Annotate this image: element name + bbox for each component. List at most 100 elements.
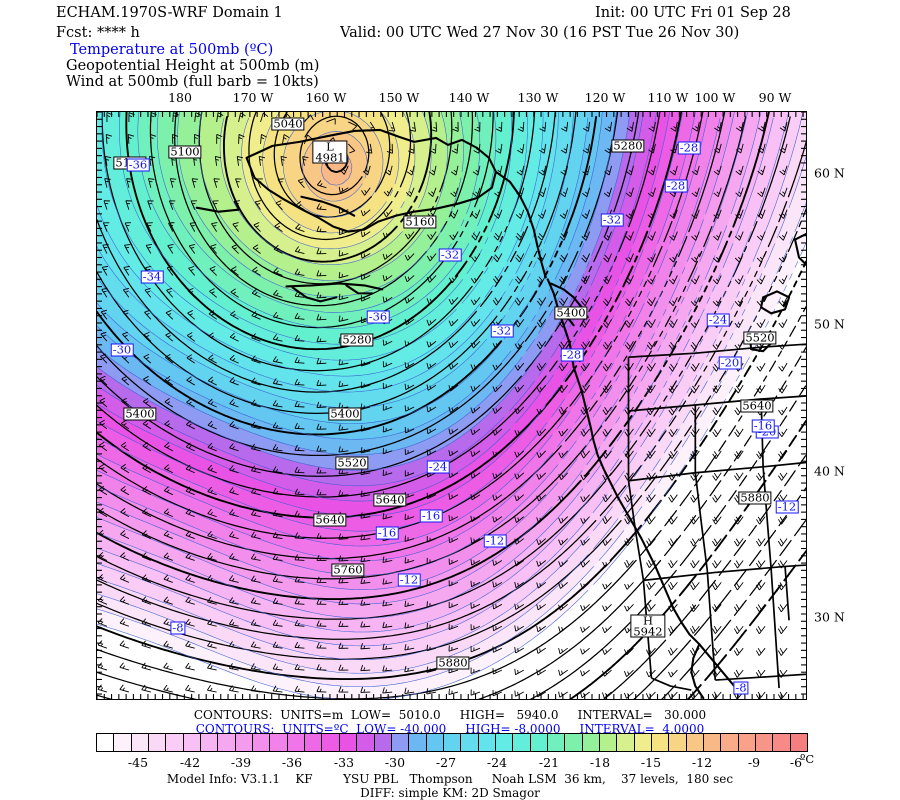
wind-barb (124, 244, 131, 254)
height-contour (673, 445, 679, 452)
temperature-contour (736, 291, 740, 298)
temperature-contour (664, 446, 669, 454)
wind-barb (382, 382, 393, 390)
height-contour (464, 221, 469, 228)
wind-barb (100, 331, 108, 342)
height-contour (781, 449, 788, 457)
temperature-contour (577, 542, 584, 549)
temperature-contour (653, 207, 659, 220)
height-contour (624, 171, 627, 178)
height-contour (517, 240, 522, 248)
height-contour (798, 161, 801, 168)
height-contour (737, 380, 743, 388)
height-contour (623, 355, 628, 362)
wind-barb (431, 121, 438, 132)
temperature-contour (639, 398, 645, 406)
height-contour (704, 325, 709, 332)
wind-barb (448, 318, 459, 327)
height-contour (713, 151, 716, 158)
high-center-label: H 5942 (630, 614, 666, 638)
temperature-contour (693, 398, 698, 406)
height-contour (643, 425, 648, 432)
wind-barb (404, 297, 415, 304)
height-contour (550, 504, 558, 512)
temperature-contour (622, 362, 627, 370)
height-contour (532, 325, 537, 332)
height-contour (504, 145, 512, 173)
temperature-contour (616, 494, 622, 501)
height-contour (565, 489, 573, 497)
height-contour (627, 534, 634, 542)
wind-barb (404, 362, 415, 369)
temperature-contour (577, 470, 583, 478)
height-contour (548, 634, 557, 641)
temperature-contour (735, 195, 738, 202)
temperature-contour (466, 207, 470, 214)
temperature-contour (514, 201, 517, 208)
height-contour (649, 310, 653, 317)
height-contour (525, 475, 533, 482)
map-plot[interactable]: 5040510051605160528052805400540054005520… (96, 111, 807, 700)
height-contour (743, 116, 747, 123)
temperature-contour (653, 112, 657, 131)
temperature-contour (724, 225, 728, 232)
temperature-contour (503, 231, 507, 238)
temperature-contour (588, 171, 594, 191)
temperature-contour (726, 177, 731, 191)
temperature-contour (682, 201, 686, 208)
temperature-contour (603, 530, 609, 537)
wind-barb (734, 297, 744, 307)
temperature-contour (198, 112, 203, 131)
temperature-contour (598, 536, 605, 543)
wind-barb (714, 121, 722, 132)
height-contour (570, 300, 575, 307)
temperature-contour (562, 608, 570, 615)
temperature-contour (723, 147, 727, 155)
wind-barb (427, 231, 437, 240)
temperature-contour (664, 488, 670, 495)
temperature-contour (97, 246, 494, 393)
wind-barb (735, 121, 744, 132)
height-contour (622, 320, 627, 327)
temperature-contour (699, 338, 703, 346)
height-contour (737, 634, 744, 642)
temperature-colorbar[interactable] (96, 733, 808, 752)
temperature-contour (767, 213, 773, 226)
wind-barb (339, 165, 349, 175)
height-contour (585, 221, 591, 233)
temperature-contour (652, 129, 654, 137)
temperature-contour (618, 237, 624, 250)
height-contour (716, 480, 722, 487)
political-border (643, 564, 806, 582)
height-contour (441, 176, 446, 188)
height-contour (768, 594, 774, 602)
wind-barb (735, 209, 744, 219)
temperature-contour (646, 153, 649, 161)
wind-barb (492, 297, 503, 306)
temperature-contour (493, 213, 499, 226)
temperature-contour (509, 303, 514, 310)
height-contour (794, 166, 800, 178)
wind-barb (492, 384, 503, 393)
height-contour (654, 589, 661, 596)
height-contour (784, 121, 790, 138)
temperature-contour (557, 362, 562, 370)
wind-barb (778, 362, 788, 372)
height-contour (607, 345, 612, 352)
temperature-contour (575, 416, 580, 424)
height-contour (465, 146, 472, 173)
wind-barb (229, 354, 239, 364)
wind-barb (316, 248, 327, 255)
temperature-contour (796, 117, 802, 137)
wind-barb (538, 143, 547, 154)
temperature-contour (547, 470, 554, 478)
height-contour (670, 140, 677, 158)
temperature-contour (747, 297, 752, 304)
wind-barb (581, 231, 591, 241)
temperature-contour (617, 434, 622, 442)
height-contour (754, 270, 758, 278)
height-contour (779, 420, 784, 427)
wind-barb (165, 353, 174, 364)
height-contour (665, 225, 671, 238)
height-contour (413, 195, 418, 203)
